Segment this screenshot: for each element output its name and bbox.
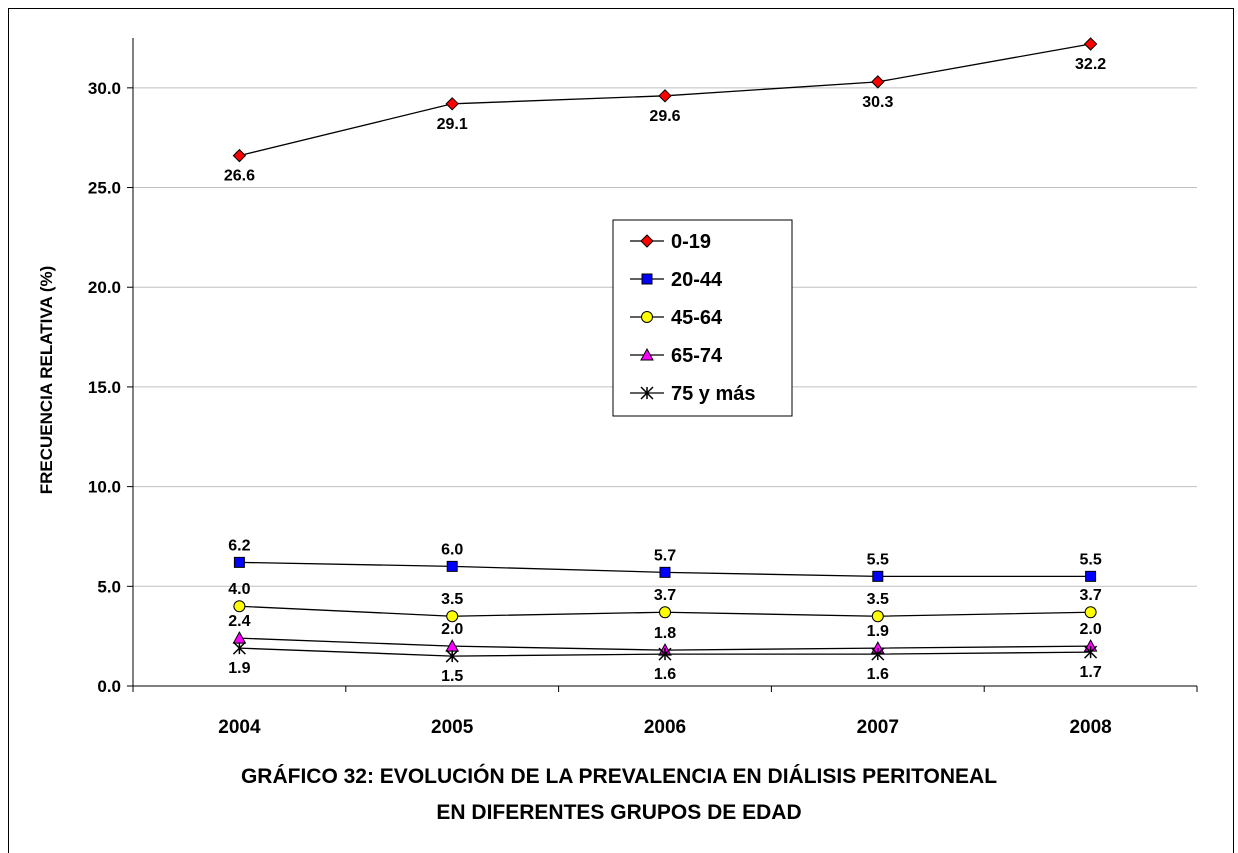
data-point bbox=[872, 611, 883, 622]
y-tick-label: 25.0 bbox=[88, 179, 121, 198]
data-label: 1.6 bbox=[654, 666, 676, 683]
legend: 0-19 20-44 45-64 65-74 75 y más bbox=[613, 220, 792, 416]
legend-marker bbox=[642, 312, 653, 323]
data-label: 2.0 bbox=[441, 621, 463, 638]
legend-label: 75 y más bbox=[671, 383, 756, 405]
x-tick-label: 2008 bbox=[1069, 717, 1111, 738]
series-0-19: 26.6 29.1 29.6 30.3 32.2 bbox=[224, 38, 1106, 185]
data-label: 29.6 bbox=[649, 108, 680, 125]
data-label: 30.3 bbox=[862, 94, 893, 111]
data-point bbox=[447, 611, 458, 622]
x-axis-ticks: 2004 2005 2006 2007 2008 bbox=[133, 686, 1197, 738]
x-tick-label: 2004 bbox=[218, 717, 261, 738]
data-label: 3.7 bbox=[654, 587, 676, 604]
data-label: 2.0 bbox=[1079, 621, 1101, 638]
data-point bbox=[660, 567, 670, 577]
legend-label: 45-64 bbox=[671, 307, 723, 329]
data-label: 6.0 bbox=[441, 541, 463, 558]
series-75-y-m-s: 1.9 1.5 1.6 1.6 1.7 bbox=[228, 642, 1102, 685]
data-label: 29.1 bbox=[437, 116, 468, 133]
y-axis-label: FRECUENCIA RELATIVA (%) bbox=[37, 266, 56, 495]
data-point bbox=[234, 557, 244, 567]
y-tick-label: 0.0 bbox=[97, 677, 121, 696]
y-tick-label: 5.0 bbox=[97, 577, 121, 596]
data-label: 5.5 bbox=[1079, 551, 1101, 568]
data-point bbox=[234, 601, 245, 612]
legend-label: 65-74 bbox=[671, 345, 723, 367]
data-point bbox=[1085, 38, 1097, 50]
y-tick-label: 10.0 bbox=[88, 478, 121, 497]
series-45-64: 4.0 3.5 3.7 3.5 3.7 bbox=[228, 581, 1102, 621]
data-label: 1.5 bbox=[441, 668, 463, 685]
data-point bbox=[872, 76, 884, 88]
legend-marker bbox=[642, 274, 652, 284]
y-axis-ticks: 0.0 5.0 10.0 15.0 20.0 25.0 30.0 bbox=[88, 79, 133, 696]
data-label: 2.4 bbox=[228, 613, 250, 630]
chart-title-line-1: GRÁFICO 32: EVOLUCIÓN DE LA PREVALENCIA … bbox=[0, 765, 1238, 789]
data-point bbox=[1086, 571, 1096, 581]
data-label: 6.2 bbox=[228, 537, 250, 554]
data-label: 1.8 bbox=[654, 625, 676, 642]
legend-label: 0-19 bbox=[671, 231, 711, 253]
y-tick-label: 20.0 bbox=[88, 278, 121, 297]
data-point bbox=[659, 90, 671, 102]
y-tick-label: 30.0 bbox=[88, 79, 121, 98]
data-label: 5.7 bbox=[654, 547, 676, 564]
data-label: 3.7 bbox=[1079, 587, 1101, 604]
data-label: 3.5 bbox=[867, 591, 889, 608]
data-point bbox=[660, 607, 671, 618]
data-label: 5.5 bbox=[867, 551, 889, 568]
chart-title-line-2: EN DIFERENTES GRUPOS DE EDAD bbox=[0, 801, 1238, 825]
legend-label: 20-44 bbox=[671, 269, 723, 291]
data-label: 1.9 bbox=[867, 623, 889, 640]
x-tick-label: 2007 bbox=[857, 717, 899, 738]
data-label: 1.6 bbox=[867, 666, 889, 683]
data-label: 3.5 bbox=[441, 591, 463, 608]
data-label: 4.0 bbox=[228, 581, 250, 598]
x-tick-label: 2005 bbox=[431, 717, 474, 738]
data-point bbox=[873, 571, 883, 581]
data-label: 1.9 bbox=[228, 660, 250, 677]
series-20-44: 6.2 6.0 5.7 5.5 5.5 bbox=[228, 537, 1102, 581]
data-label: 32.2 bbox=[1075, 56, 1106, 73]
data-point bbox=[233, 150, 245, 162]
data-point bbox=[233, 632, 245, 643]
data-point bbox=[446, 98, 458, 110]
data-label: 26.6 bbox=[224, 168, 255, 185]
x-tick-label: 2006 bbox=[644, 717, 686, 738]
data-point bbox=[447, 561, 457, 571]
y-tick-label: 15.0 bbox=[88, 378, 121, 397]
data-label: 1.7 bbox=[1079, 664, 1101, 681]
data-point bbox=[1085, 607, 1096, 618]
